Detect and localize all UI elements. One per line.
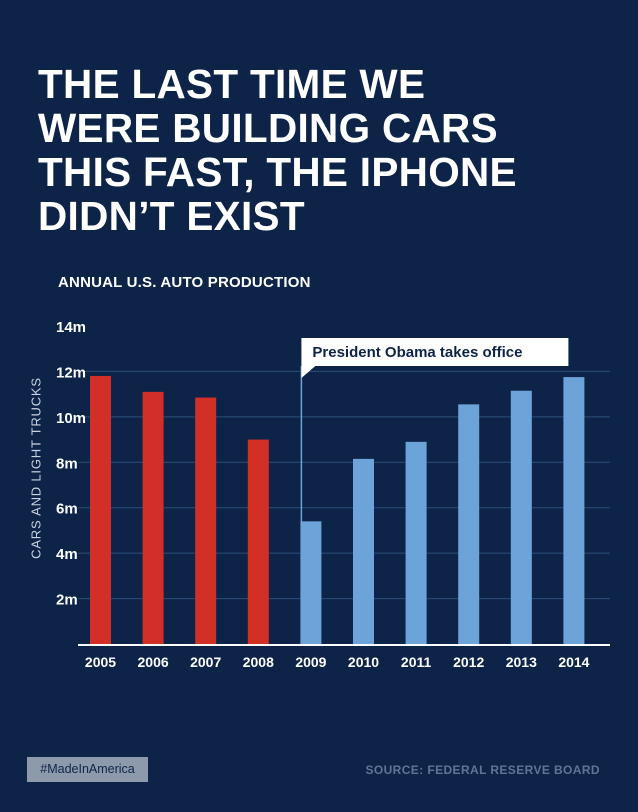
x-tick-label: 2012: [453, 654, 484, 670]
headline: THE LAST TIME WE WERE BUILDING CARS THIS…: [38, 62, 618, 238]
hashtag-badge: #MadeInAmerica: [27, 757, 148, 782]
headline-line: WERE BUILDING CARS: [38, 105, 498, 151]
y-tick-label: 12m: [56, 364, 86, 381]
bar-2011: [405, 441, 427, 644]
x-tick-label: 2014: [558, 654, 589, 670]
annotation-text: President Obama takes office: [312, 344, 522, 361]
x-tick-label: 2010: [348, 654, 379, 670]
bar-2014: [563, 377, 585, 644]
bar-2007: [195, 397, 217, 644]
x-tick-label: 2007: [190, 654, 221, 670]
bar-2010: [353, 458, 374, 644]
y-tick-label: 8m: [56, 455, 78, 472]
bar-2006: [142, 391, 164, 644]
x-tick-label: 2008: [243, 654, 274, 670]
chart-title: ANNUAL U.S. AUTO PRODUCTION: [58, 274, 311, 291]
y-tick-label: 10m: [56, 410, 86, 427]
x-tick-label: 2005: [85, 654, 116, 670]
x-tick-label: 2009: [295, 654, 326, 670]
y-tick-label: 4m: [56, 546, 78, 563]
source-credit: SOURCE: FEDERAL RESERVE BOARD: [365, 763, 600, 777]
y-tick-label: 2m: [56, 592, 78, 609]
bar-2008: [247, 439, 269, 644]
headline-line: THIS FAST, THE IPHONE: [38, 149, 517, 195]
bar-2009: [300, 521, 322, 644]
annotation-callout-box: [301, 338, 569, 378]
headline-line: DIDN’T EXIST: [38, 193, 305, 239]
headline-line: THE LAST TIME WE: [38, 61, 426, 107]
y-tick-label: 6m: [56, 501, 78, 518]
x-tick-label: 2006: [138, 654, 169, 670]
x-tick-label: 2013: [506, 654, 537, 670]
bar-2005: [90, 375, 111, 644]
bar-2013: [510, 390, 532, 644]
y-tick-label: 14m: [56, 319, 86, 336]
x-tick-label: 2011: [401, 654, 432, 670]
bar-2012: [458, 404, 480, 644]
